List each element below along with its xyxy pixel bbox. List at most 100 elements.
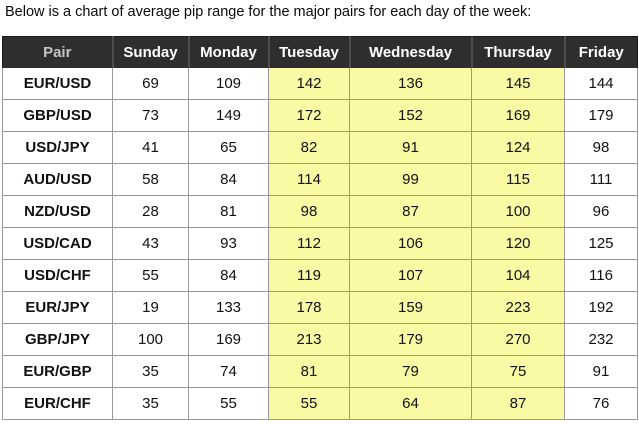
value-cell: 112	[268, 227, 350, 260]
table-row: EUR/JPY 19 133 178 159 223 192	[2, 291, 638, 324]
value-cell: 109	[188, 67, 269, 100]
value-cell: 87	[471, 387, 565, 420]
value-cell: 76	[564, 387, 638, 420]
pair-cell: USD/CAD	[2, 227, 113, 260]
value-cell: 69	[112, 67, 189, 100]
value-cell: 124	[471, 131, 565, 164]
value-cell: 111	[564, 163, 638, 196]
column-header-pair: Pair	[2, 36, 114, 68]
value-cell: 152	[349, 99, 472, 132]
value-cell: 43	[112, 227, 189, 260]
value-cell: 99	[349, 163, 472, 196]
value-cell: 114	[268, 163, 350, 196]
pip-range-table: Pair Sunday Monday Tuesday Wednesday Thursday…	[2, 36, 638, 420]
pair-cell: AUD/USD	[2, 163, 113, 196]
pair-cell: NZD/USD	[2, 195, 113, 228]
value-cell: 35	[112, 355, 189, 388]
value-cell: 100	[112, 323, 189, 356]
table-row: AUD/USD 58 84 114 99 115 111	[2, 163, 638, 196]
value-cell: 91	[349, 131, 472, 164]
value-cell: 223	[471, 291, 565, 324]
value-cell: 73	[112, 99, 189, 132]
table-row: EUR/USD 69 109 142 136 145 144	[2, 67, 638, 100]
value-cell: 104	[471, 259, 565, 292]
value-cell: 98	[564, 131, 638, 164]
table-row: USD/CHF 55 84 119 107 104 116	[2, 259, 638, 292]
column-header-monday: Monday	[188, 36, 270, 68]
pair-cell: EUR/JPY	[2, 291, 113, 324]
pair-cell: EUR/CHF	[2, 387, 113, 420]
column-header-friday: Friday	[564, 36, 638, 68]
value-cell: 179	[349, 323, 472, 356]
value-cell: 64	[349, 387, 472, 420]
value-cell: 192	[564, 291, 638, 324]
value-cell: 149	[188, 99, 269, 132]
column-header-thursday: Thursday	[471, 36, 566, 68]
table-row: GBP/JPY 100 169 213 179 270 232	[2, 323, 638, 356]
table-row: USD/JPY 41 65 82 91 124 98	[2, 131, 638, 164]
column-header-wednesday: Wednesday	[349, 36, 473, 68]
value-cell: 55	[112, 259, 189, 292]
value-cell: 100	[471, 195, 565, 228]
pair-cell: EUR/GBP	[2, 355, 113, 388]
value-cell: 107	[349, 259, 472, 292]
value-cell: 119	[268, 259, 350, 292]
value-cell: 81	[268, 355, 350, 388]
table-body: EUR/USD 69 109 142 136 145 144 GBP/USD 73 149 172 1…	[2, 67, 638, 420]
value-cell: 232	[564, 323, 638, 356]
value-cell: 74	[188, 355, 269, 388]
column-header-sunday: Sunday	[112, 36, 190, 68]
value-cell: 120	[471, 227, 565, 260]
value-cell: 145	[471, 67, 565, 100]
value-cell: 159	[349, 291, 472, 324]
pair-cell: GBP/USD	[2, 99, 113, 132]
pair-cell: GBP/JPY	[2, 323, 113, 356]
value-cell: 172	[268, 99, 350, 132]
value-cell: 133	[188, 291, 269, 324]
value-cell: 19	[112, 291, 189, 324]
value-cell: 75	[471, 355, 565, 388]
value-cell: 115	[471, 163, 565, 196]
value-cell: 116	[564, 259, 638, 292]
header-row: Pair Sunday Monday Tuesday Wednesday Thursday…	[2, 36, 638, 68]
table-row: NZD/USD 28 81 98 87 100 96	[2, 195, 638, 228]
value-cell: 84	[188, 259, 269, 292]
pair-cell: USD/CHF	[2, 259, 113, 292]
value-cell: 93	[188, 227, 269, 260]
column-header-tuesday: Tuesday	[268, 36, 351, 68]
value-cell: 179	[564, 99, 638, 132]
value-cell: 58	[112, 163, 189, 196]
value-cell: 96	[564, 195, 638, 228]
value-cell: 65	[188, 131, 269, 164]
value-cell: 35	[112, 387, 189, 420]
value-cell: 125	[564, 227, 638, 260]
table-row: EUR/GBP 35 74 81 79 75 91	[2, 355, 638, 388]
value-cell: 144	[564, 67, 638, 100]
value-cell: 169	[188, 323, 269, 356]
pair-cell: USD/JPY	[2, 131, 113, 164]
page-title: Below is a chart of average pip range fo…	[5, 4, 532, 20]
value-cell: 98	[268, 195, 350, 228]
value-cell: 41	[112, 131, 189, 164]
table-row: GBP/USD 73 149 172 152 169 179	[2, 99, 638, 132]
value-cell: 136	[349, 67, 472, 100]
value-cell: 178	[268, 291, 350, 324]
value-cell: 169	[471, 99, 565, 132]
value-cell: 55	[188, 387, 269, 420]
value-cell: 79	[349, 355, 472, 388]
value-cell: 106	[349, 227, 472, 260]
value-cell: 87	[349, 195, 472, 228]
table-row: USD/CAD 43 93 112 106 120 125	[2, 227, 638, 260]
value-cell: 142	[268, 67, 350, 100]
pair-cell: EUR/USD	[2, 67, 113, 100]
value-cell: 55	[268, 387, 350, 420]
value-cell: 270	[471, 323, 565, 356]
value-cell: 91	[564, 355, 638, 388]
value-cell: 84	[188, 163, 269, 196]
value-cell: 82	[268, 131, 350, 164]
value-cell: 213	[268, 323, 350, 356]
value-cell: 81	[188, 195, 269, 228]
table-row: EUR/CHF 35 55 55 64 87 76	[2, 387, 638, 420]
value-cell: 28	[112, 195, 189, 228]
